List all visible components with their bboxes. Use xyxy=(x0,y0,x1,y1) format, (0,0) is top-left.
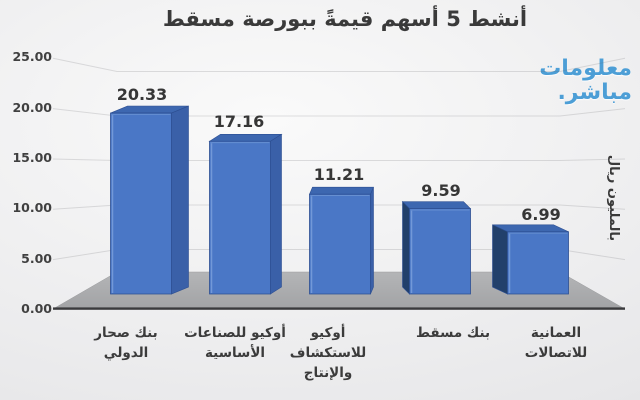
category-label-line: أوكيو xyxy=(310,325,346,341)
category-label-line: الأساسية xyxy=(205,345,265,361)
bar-value-label: 11.21 xyxy=(313,165,365,184)
category-label-line: للاتصالات xyxy=(524,345,588,361)
category-label: بنك صحار الدولي xyxy=(61,323,191,363)
bar-front-face xyxy=(309,193,371,295)
chart-title: أنشط 5 أسهم قيمةً ببورصة مسقط xyxy=(162,7,528,31)
category-label-line: بنك صحار xyxy=(94,325,158,341)
bar-side-face xyxy=(270,133,282,295)
y-axis-tick-label: 25.00 xyxy=(12,49,52,65)
category-label: أوكيو للاستكشاف والإنتاج xyxy=(263,323,393,383)
bar-top-face xyxy=(208,133,283,142)
category-label-line: العمانية xyxy=(530,325,582,341)
category-label: بنك مسقط xyxy=(388,323,518,343)
mubasher-info-logo: معلومات مباشر. xyxy=(522,57,632,105)
category-label: أوكيو للصناعات الأساسية xyxy=(170,323,300,363)
category-label-line: بنك مسقط xyxy=(415,325,491,341)
logo-line-1: معلومات xyxy=(539,56,632,81)
bar-side-face xyxy=(492,224,508,295)
y-axis-tick-label: 20.00 xyxy=(12,99,52,115)
bar-front-face xyxy=(209,140,271,295)
bar-front-face xyxy=(110,112,172,295)
category-label-line: أوكيو للصناعات xyxy=(184,325,286,341)
x-axis-baseline xyxy=(53,307,625,310)
logo-line-2: مباشر. xyxy=(557,80,632,105)
bar-side-face xyxy=(171,105,189,295)
bar-value-label: 9.59 xyxy=(421,181,461,200)
bar-top-face xyxy=(401,201,472,209)
category-label-line: والإنتاج xyxy=(303,365,353,381)
bar-value-label: 20.33 xyxy=(116,85,168,104)
gridline xyxy=(52,57,626,72)
bar-front-face xyxy=(507,231,569,295)
bar-side-face xyxy=(402,200,410,295)
y-axis-tick-label: 5.00 xyxy=(21,250,52,266)
category-label: العمانية للاتصالات xyxy=(491,323,621,363)
gridline xyxy=(52,108,626,117)
bar-front-face xyxy=(409,208,471,295)
bar-value-label: 17.16 xyxy=(213,112,265,131)
y-axis-tick-label: 0.00 xyxy=(21,301,52,316)
y-axis-tick-label: 10.00 xyxy=(12,200,52,216)
bar-value-label: 6.99 xyxy=(521,205,561,224)
y-axis-tick-label: 15.00 xyxy=(12,149,52,165)
gridline xyxy=(52,158,626,161)
bar-top-face xyxy=(309,186,374,195)
category-label-line: للاستكشاف xyxy=(289,345,367,361)
category-label-line: الدولي xyxy=(103,345,149,361)
bar-side-face xyxy=(370,187,374,295)
